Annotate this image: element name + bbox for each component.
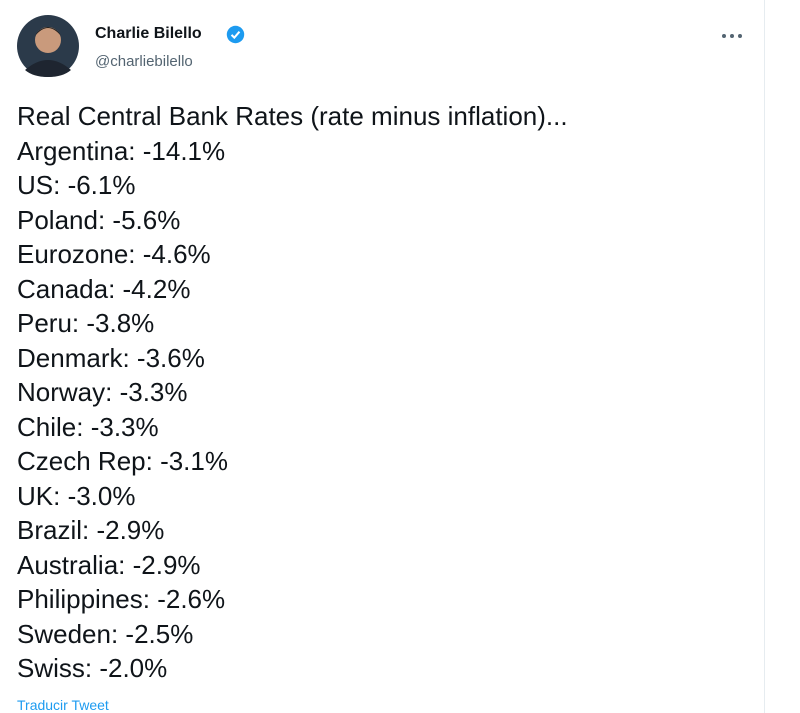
tweet-text: Real Central Bank Rates (rate minus infl… — [17, 99, 757, 686]
translate-link[interactable]: Traducir Tweet — [17, 697, 109, 713]
tweet-line: Eurozone: -4.6% — [17, 239, 211, 269]
avatar[interactable] — [17, 14, 79, 78]
tweet-line: Czech Rep: -3.1% — [17, 446, 228, 476]
tweet-line: Philippines: -2.6% — [17, 584, 226, 614]
tweet-line: Sweden: -2.5% — [17, 618, 194, 649]
author-name[interactable]: Charlie Bilello — [95, 25, 202, 42]
tweet-line: Real Central Bank Rates (rate minus infl… — [17, 101, 568, 131]
tweet-card: Charlie Bilello @charliebilello Real Cen… — [17, 0, 765, 713]
tweet-line: Poland: -5.6% — [17, 204, 181, 235]
tweet-line: Argentina: -14.1% — [17, 135, 226, 166]
tweet-line: Norway: -3.3% — [17, 377, 188, 407]
tweet-line: Brazil: -2.9% — [17, 515, 165, 545]
tweet-line: Denmark: -3.6% — [17, 342, 205, 373]
tweet-line: Peru: -3.8% — [17, 308, 155, 338]
author-handle[interactable]: @charliebilello — [95, 53, 193, 70]
tweet-line: Swiss: -2.0% — [17, 653, 168, 683]
tweet-line: UK: -3.0% — [17, 480, 136, 511]
tweet-line: US: -6.1% — [17, 170, 136, 200]
tweet-line: Australia: -2.9% — [17, 549, 201, 580]
verified-badge — [226, 25, 245, 44]
more-menu[interactable] — [720, 28, 744, 44]
tweet-line: Chile: -3.3% — [17, 411, 159, 442]
tweet-line: Canada: -4.2% — [17, 273, 191, 304]
